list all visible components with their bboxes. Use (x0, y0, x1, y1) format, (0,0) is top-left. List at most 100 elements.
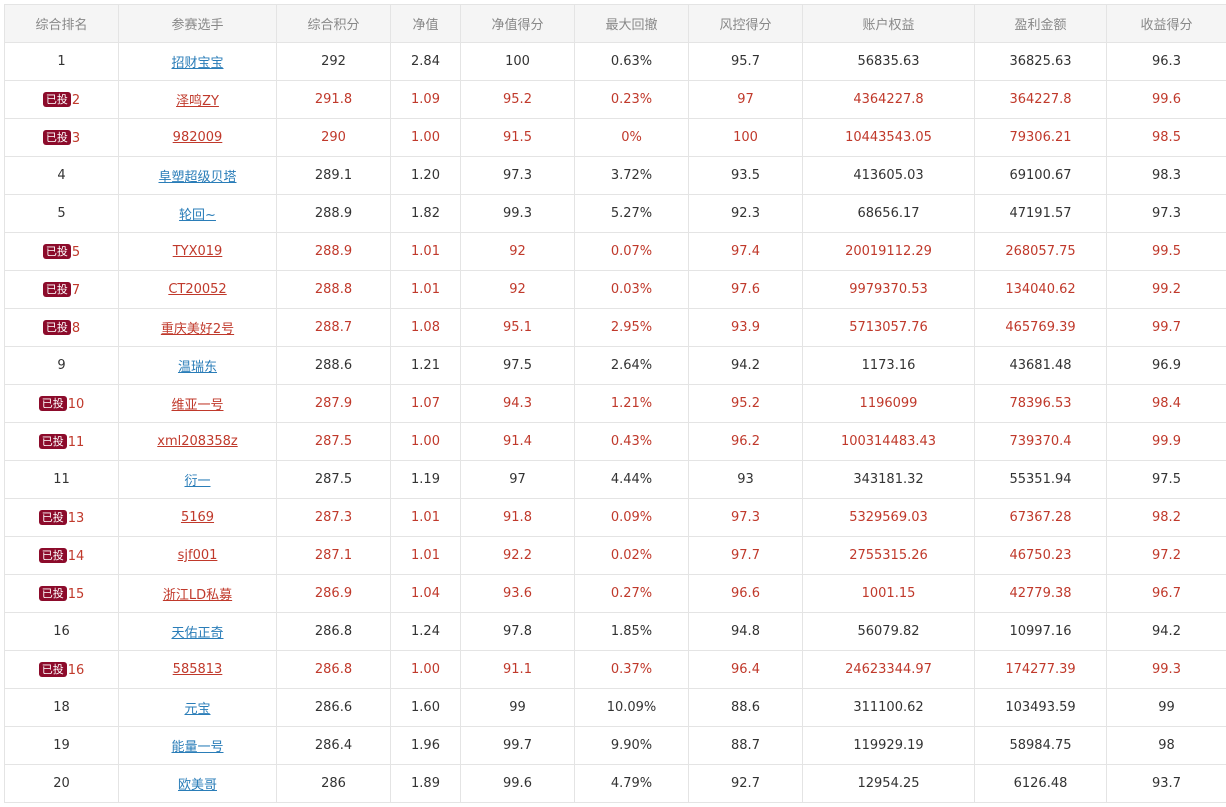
header-nav[interactable]: 净值 (390, 4, 461, 43)
nav-score-cell: 99.7 (460, 726, 575, 765)
return-score-cell: 98 (1106, 726, 1226, 765)
profit-cell: 78396.53 (974, 384, 1107, 423)
nav-cell: 1.20 (390, 156, 461, 195)
header-return-score[interactable]: 收益得分 (1106, 4, 1226, 43)
nav-cell: 1.01 (390, 536, 461, 575)
header-nav-score[interactable]: 净值得分 (460, 4, 575, 43)
rank-value: 19 (53, 738, 70, 753)
risk-score-cell: 97.6 (688, 270, 803, 309)
player-cell: sjf001 (118, 536, 277, 575)
score-cell: 286 (276, 764, 391, 803)
header-equity[interactable]: 账户权益 (802, 4, 975, 43)
return-score-cell: 96.9 (1106, 346, 1226, 385)
player-link[interactable]: 天佑正奇 (171, 626, 224, 641)
player-link[interactable]: TYX019 (172, 244, 223, 259)
profit-cell: 79306.21 (974, 118, 1107, 157)
nav-cell: 1.19 (390, 460, 461, 499)
rank-value: 5 (57, 206, 66, 221)
player-link[interactable]: 温瑞东 (177, 360, 217, 375)
rank-cell: 9 (4, 346, 119, 385)
profit-cell: 364227.8 (974, 80, 1107, 119)
equity-cell: 343181.32 (802, 460, 975, 499)
profit-cell: 134040.62 (974, 270, 1107, 309)
player-link[interactable]: 重庆美好2号 (160, 322, 235, 337)
equity-cell: 5713057.76 (802, 308, 975, 347)
nav-cell: 1.09 (390, 80, 461, 119)
nav-cell: 1.00 (390, 118, 461, 157)
player-link[interactable]: 585813 (172, 662, 223, 677)
nav-score-cell: 97.8 (460, 612, 575, 651)
player-link[interactable]: 5169 (180, 510, 215, 525)
profit-cell: 36825.63 (974, 42, 1107, 81)
nav-cell: 2.84 (390, 42, 461, 81)
equity-cell: 311100.62 (802, 688, 975, 727)
profit-cell: 69100.67 (974, 156, 1107, 195)
player-link[interactable]: 能量一号 (171, 740, 224, 755)
table-row: 已投 16 585813 286.8 1.00 91.1 0.37% 96.4 24623344… (4, 650, 1226, 689)
header-rank[interactable]: 综合排名 (4, 4, 119, 43)
header-drawdown[interactable]: 最大回撤 (574, 4, 689, 43)
nav-cell: 1.07 (390, 384, 461, 423)
header-score[interactable]: 综合积分 (276, 4, 391, 43)
header-profit[interactable]: 盈利金额 (974, 4, 1107, 43)
table-row: 已投 15 浙江LD私募 286.9 1.04 93.6 0.27% 96.6 1001.15 4… (4, 574, 1226, 613)
player-link[interactable]: 轮回~ (179, 208, 216, 223)
rank-value: 15 (67, 586, 85, 602)
score-cell: 287.9 (276, 384, 391, 423)
player-link[interactable]: 欧美哥 (177, 778, 217, 793)
profit-cell: 46750.23 (974, 536, 1107, 575)
player-link[interactable]: 元宝 (184, 702, 211, 717)
nav-score-cell: 91.5 (460, 118, 575, 157)
player-link[interactable]: 阜塑超级贝塔 (158, 170, 237, 185)
player-cell: CT20052 (118, 270, 277, 309)
score-cell: 287.5 (276, 460, 391, 499)
nav-cell: 1.24 (390, 612, 461, 651)
player-link[interactable]: CT20052 (168, 282, 227, 297)
return-score-cell: 96.3 (1106, 42, 1226, 81)
header-player[interactable]: 参赛选手 (118, 4, 277, 43)
invested-badge: 已投 (42, 281, 71, 297)
rank-cell: 20 (4, 764, 119, 803)
nav-score-cell: 97.3 (460, 156, 575, 195)
rank-value: 16 (67, 662, 85, 678)
table-row: 已投 10 维亚一号 287.9 1.07 94.3 1.21% 95.2 1196099 783… (4, 384, 1226, 423)
rank-value: 9 (57, 358, 66, 373)
drawdown-cell: 2.95% (574, 308, 689, 347)
profit-cell: 67367.28 (974, 498, 1107, 537)
player-cell: 泽鸣ZY (118, 80, 277, 119)
player-link[interactable]: sjf001 (177, 548, 218, 563)
return-score-cell: 99.7 (1106, 308, 1226, 347)
player-link[interactable]: 衍一 (184, 474, 211, 489)
rank-cell: 已投 5 (4, 232, 119, 271)
table-row: 20 欧美哥 286 1.89 99.6 4.79% 92.7 12954.25 6126.48… (4, 764, 1226, 803)
invested-badge: 已投 (42, 319, 71, 335)
rank-cell: 已投 16 (4, 650, 119, 689)
player-link[interactable]: xml208358z (157, 434, 238, 449)
rank-cell: 1 (4, 42, 119, 81)
player-link[interactable]: 招财宝宝 (171, 56, 224, 71)
nav-score-cell: 91.8 (460, 498, 575, 537)
rank-value: 18 (53, 700, 70, 715)
drawdown-cell: 1.21% (574, 384, 689, 423)
rank-value: 11 (67, 434, 85, 450)
ranking-table-container: 综合排名 参赛选手 综合积分 净值 净值得分 最大回撤 风控得分 账户权益 盈利… (4, 4, 1226, 803)
player-link[interactable]: 浙江LD私募 (162, 588, 233, 603)
table-row: 1 招财宝宝 292 2.84 100 0.63% 95.7 56835.63 36825.63… (4, 42, 1226, 81)
score-cell: 287.1 (276, 536, 391, 575)
return-score-cell: 99.2 (1106, 270, 1226, 309)
nav-score-cell: 99 (460, 688, 575, 727)
header-risk-score[interactable]: 风控得分 (688, 4, 803, 43)
drawdown-cell: 5.27% (574, 194, 689, 233)
player-link[interactable]: 982009 (172, 130, 223, 145)
drawdown-cell: 4.79% (574, 764, 689, 803)
return-score-cell: 98.3 (1106, 156, 1226, 195)
return-score-cell: 98.4 (1106, 384, 1226, 423)
drawdown-cell: 0% (574, 118, 689, 157)
nav-score-cell: 92.2 (460, 536, 575, 575)
risk-score-cell: 96.4 (688, 650, 803, 689)
nav-score-cell: 91.1 (460, 650, 575, 689)
equity-cell: 1001.15 (802, 574, 975, 613)
player-link[interactable]: 泽鸣ZY (176, 94, 219, 109)
nav-cell: 1.89 (390, 764, 461, 803)
player-link[interactable]: 维亚一号 (171, 398, 224, 413)
